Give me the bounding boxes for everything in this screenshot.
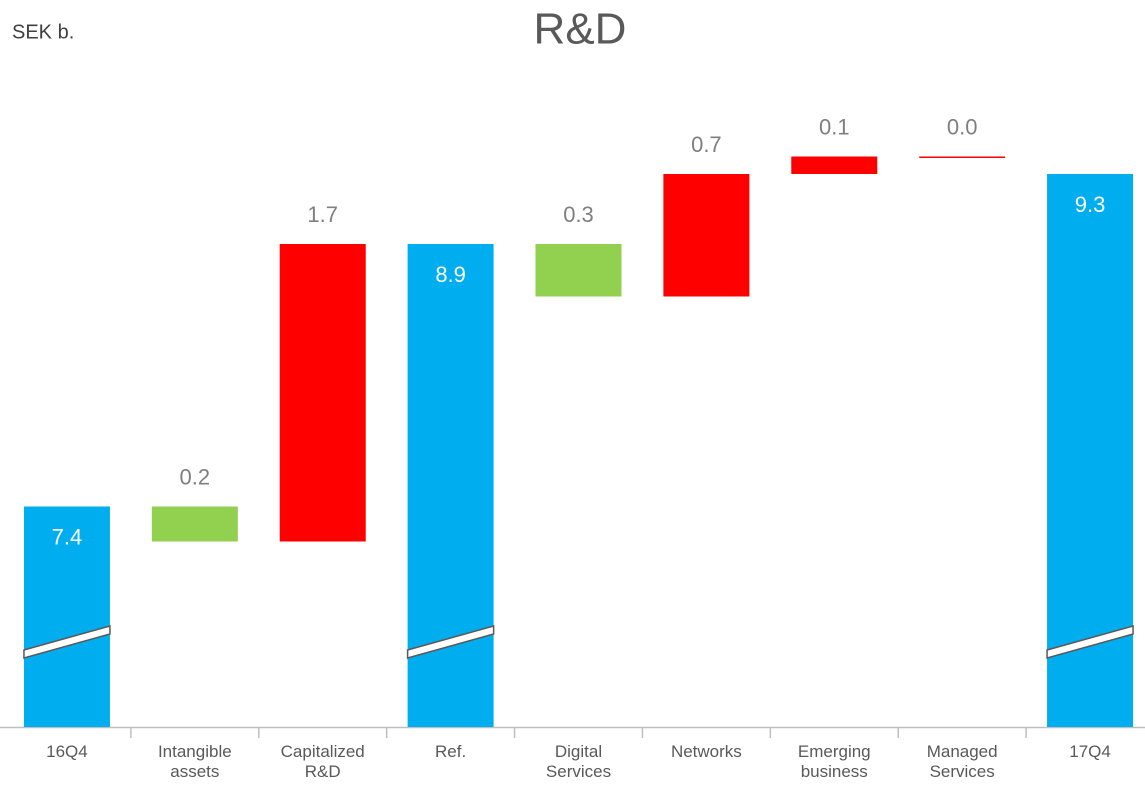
bar	[663, 174, 750, 297]
value-label: 0.1	[819, 114, 850, 139]
x-tick-label: Ref.	[435, 742, 467, 761]
value-label: 8.9	[435, 262, 466, 287]
x-tick-label: Networks	[670, 742, 742, 761]
x-tick-label: Managed Services	[926, 742, 998, 781]
unit-label: SEK b.	[12, 21, 74, 43]
value-label: 0.7	[691, 132, 722, 157]
value-label: 1.7	[307, 202, 338, 227]
x-tick-label: 17Q4	[1069, 742, 1111, 761]
bar	[535, 244, 622, 297]
value-label: 7.4	[52, 524, 83, 549]
x-tick-label: Emerging business	[797, 742, 871, 781]
bar	[279, 244, 366, 542]
bar	[151, 506, 238, 542]
x-tick-label: 16Q4	[46, 742, 88, 761]
value-label: 0.2	[180, 464, 211, 489]
chart-title: R&D	[534, 5, 627, 54]
value-label: 0.0	[947, 114, 978, 139]
axis-break	[406, 625, 495, 659]
axis-break	[1046, 625, 1134, 659]
x-tick-label: Digital Services	[545, 742, 612, 781]
bar	[919, 156, 1006, 158]
value-label: 9.3	[1075, 192, 1106, 217]
value-label: 0.3	[563, 202, 594, 227]
x-tick-label: Capitalized R&D	[280, 742, 365, 781]
axis-break	[23, 625, 111, 659]
bar	[23, 506, 110, 727]
x-tick-label: Intangible assets	[157, 742, 232, 781]
bar	[791, 156, 878, 174]
